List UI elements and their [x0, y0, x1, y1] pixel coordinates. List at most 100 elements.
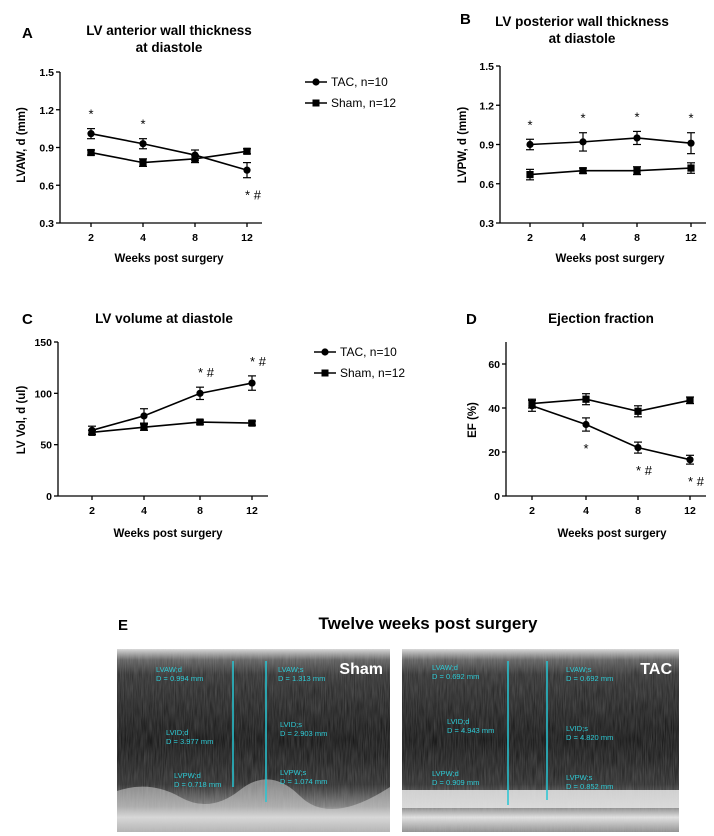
- plot-area: 0.3 0.6 0.9 1.2 1.5 2 4 8 12 * * * #: [39, 67, 262, 244]
- x-tick-label: 12: [241, 232, 253, 244]
- echo-measure-label: LVPW;d: [432, 769, 459, 778]
- legend-item-tac: TAC, n=10: [314, 345, 397, 359]
- echo-image-label: Sham: [339, 661, 383, 678]
- echo-measure-value: D = 4.820 mm: [566, 733, 613, 742]
- significance-marker: *: [583, 441, 588, 456]
- echo-measure-label: LVID;s: [280, 720, 302, 729]
- echo-measure-value: D = 0.718 mm: [174, 780, 221, 789]
- x-axis-label: Weeks post surgery: [555, 253, 665, 265]
- legend-label-tac: TAC, n=10: [331, 75, 388, 89]
- chart-panel-c: C LV volume at diastole Weeks post surge…: [16, 311, 405, 540]
- x-tick-label: 2: [89, 505, 95, 517]
- plot-area: 0 50 100 150 2 4 8 12 * # * #: [34, 337, 268, 517]
- data-point-circle: [526, 140, 534, 149]
- data-point-square: [139, 159, 147, 167]
- plot-area: 0 20 40 60 2 4 8 12 * * # * #: [488, 342, 706, 517]
- echo-measure-value: D = 3.977 mm: [166, 737, 213, 746]
- echo-measure-label: LVID;s: [566, 724, 588, 733]
- series-line-circle: [91, 382, 253, 432]
- x-axis-label: Weeks post surgery: [114, 253, 224, 265]
- chart-panel-b: B LV posterior wall thickness at diastol…: [457, 11, 706, 265]
- panel-label-e: E: [118, 617, 128, 634]
- legend-item-sham: Sham, n=12: [305, 96, 396, 110]
- legend-marker-circle: [321, 348, 329, 356]
- chart-title-line-2: at diastole: [136, 40, 203, 55]
- series-line-square: [91, 421, 253, 434]
- significance-marker: *: [527, 117, 532, 132]
- data-point-square: [528, 400, 536, 408]
- series-line-circle: [531, 405, 691, 461]
- significance-marker: *: [88, 107, 93, 122]
- y-axis-label: LVPW, d (mm): [457, 107, 469, 184]
- data-point-square: [140, 423, 148, 431]
- series-line-circle: [529, 137, 692, 146]
- echo-wall-band: [117, 779, 390, 832]
- echo-measure-label: LVAW;d: [156, 665, 182, 674]
- echo-image-sham: LVAW;d D = 0.994 mm LVAW;s D = 1.313 mm …: [117, 649, 390, 832]
- data-point-square: [526, 170, 534, 179]
- data-point-square: [686, 396, 694, 404]
- x-tick-label: 12: [246, 505, 258, 517]
- y-tick-label: 100: [34, 388, 52, 400]
- y-tick-label: 0.3: [39, 218, 54, 230]
- echo-measure-label: LVPW;d: [174, 771, 201, 780]
- echo-measure-value: D = 0.692 mm: [566, 674, 613, 683]
- echo-measure-value: D = 2.903 mm: [280, 729, 327, 738]
- echo-measure-label: LVAW;s: [566, 665, 592, 674]
- y-tick-label: 0.9: [479, 140, 494, 152]
- legend-marker-circle: [312, 78, 320, 86]
- chart-title: Ejection fraction: [548, 311, 654, 326]
- legend-marker-square: [312, 99, 320, 107]
- x-tick-label: 8: [197, 505, 203, 517]
- data-point-circle: [633, 134, 641, 142]
- echo-measure-value: D = 0.692 mm: [432, 672, 479, 681]
- x-tick-label: 4: [140, 232, 146, 244]
- panel-label-c: C: [22, 311, 33, 328]
- legend: TAC, n=10 Sham, n=12: [305, 75, 396, 110]
- y-tick-label: 1.2: [39, 105, 54, 117]
- y-tick-label: 0.6: [479, 179, 494, 191]
- x-axis-label: Weeks post surgery: [113, 528, 223, 540]
- panel-label-b: B: [460, 11, 471, 28]
- panel-label-d: D: [466, 311, 477, 328]
- data-point-square: [248, 419, 256, 427]
- y-axis-label: LV Vol, d (ul): [16, 386, 28, 455]
- chart-panel-d: D Ejection fraction Weeks post surgery E…: [466, 311, 706, 540]
- significance-marker: *: [688, 111, 693, 126]
- chart-title-line-2: at diastole: [549, 31, 616, 46]
- legend: TAC, n=10 Sham, n=12: [314, 345, 405, 380]
- legend-marker-square: [321, 369, 329, 377]
- legend-label-tac: TAC, n=10: [340, 345, 397, 359]
- panel-label-a: A: [22, 25, 33, 42]
- chart-title-line-1: LV posterior wall thickness: [495, 14, 669, 29]
- x-tick-label: 4: [141, 505, 147, 517]
- panel-e-title: Twelve weeks post surgery: [319, 614, 538, 633]
- data-point-circle: [634, 444, 642, 452]
- series-line-square: [531, 398, 691, 413]
- significance-marker: * #: [250, 354, 267, 369]
- x-tick-label: 12: [685, 232, 697, 244]
- legend-label-sham: Sham, n=12: [331, 96, 396, 110]
- data-point-square: [582, 395, 590, 403]
- data-point-square: [579, 167, 587, 175]
- y-tick-label: 0.6: [39, 180, 54, 192]
- significance-marker: *: [634, 109, 639, 124]
- chart-title: LV volume at diastole: [95, 311, 233, 326]
- significance-marker: * #: [688, 474, 705, 489]
- y-tick-label: 20: [488, 447, 500, 459]
- x-tick-label: 4: [583, 505, 589, 517]
- echo-measure-label: LVPW;s: [280, 768, 307, 777]
- data-point-circle: [140, 412, 148, 420]
- data-point-square: [191, 155, 199, 163]
- x-tick-label: 8: [192, 232, 198, 244]
- data-point-square: [87, 148, 95, 157]
- significance-marker: *: [580, 111, 585, 126]
- legend-item-tac: TAC, n=10: [305, 75, 388, 89]
- y-tick-label: 1.2: [479, 100, 494, 112]
- echo-measure-value: D = 0.994 mm: [156, 674, 203, 683]
- x-tick-label: 8: [635, 505, 641, 517]
- echo-measure-value: D = 0.852 mm: [566, 782, 613, 791]
- significance-marker: * #: [198, 365, 215, 380]
- significance-marker: * #: [245, 188, 262, 203]
